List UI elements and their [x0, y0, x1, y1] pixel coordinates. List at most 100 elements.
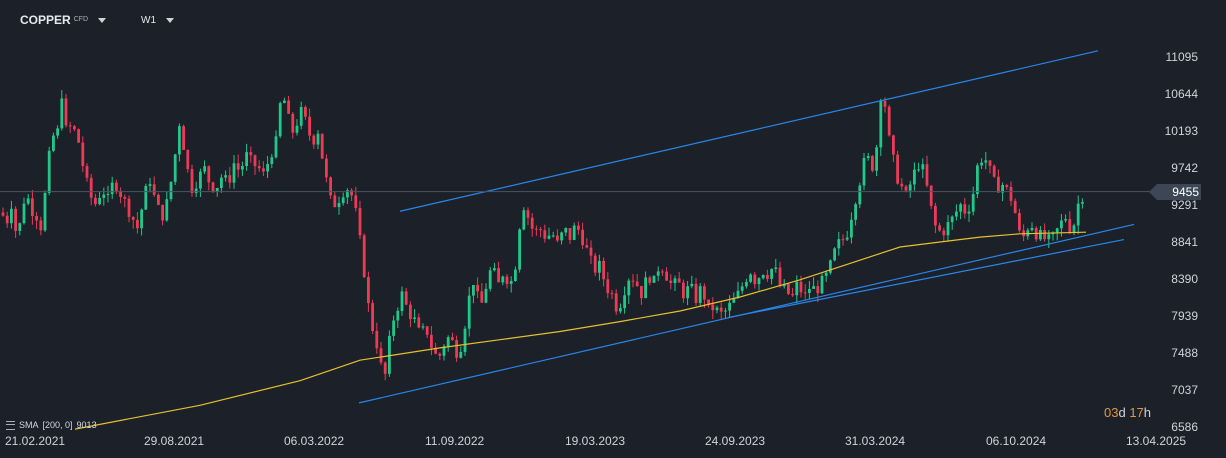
symbol-dropdown-icon[interactable] [98, 17, 107, 23]
candle-down [430, 334, 433, 348]
candle-down [535, 228, 538, 230]
candle-down [425, 326, 429, 335]
candle-up [917, 169, 920, 171]
candle-up [572, 225, 576, 240]
candle-up [829, 260, 832, 273]
candle-down [497, 268, 500, 283]
candle-down [707, 299, 710, 305]
candle-up [467, 295, 471, 329]
candle-down [94, 197, 97, 205]
candle-up [770, 268, 773, 279]
candle-up [245, 152, 248, 167]
candle-up [598, 260, 601, 273]
candle-down [526, 210, 530, 218]
candle-down [228, 175, 232, 183]
indicator-legend[interactable]: SMA [200, 0] 9013 [6, 420, 97, 430]
candle-up [1055, 228, 1059, 233]
candle-down [379, 348, 383, 363]
candle-up [955, 211, 958, 217]
candle-down [39, 220, 43, 231]
candle-up [144, 185, 148, 210]
candle-up [47, 150, 51, 194]
candle-down [631, 280, 635, 282]
countdown-hours-unit: h [1143, 405, 1152, 420]
candle-up [232, 163, 236, 183]
candle-down [871, 156, 874, 171]
candle-up [879, 100, 883, 148]
candle-down [711, 304, 715, 311]
candle-up [808, 288, 811, 293]
candle-up [1064, 219, 1067, 221]
candle-up [715, 307, 719, 311]
candle-up [22, 203, 26, 224]
candle-up [950, 216, 954, 223]
candles [1, 90, 1084, 381]
x-tick-label: 24.09.2023 [705, 434, 766, 448]
candle-down [841, 239, 845, 241]
x-tick-label: 31.03.2024 [845, 434, 906, 448]
candle-up [1039, 229, 1042, 240]
indicator-menu-icon[interactable] [6, 420, 15, 430]
candle-down [1068, 219, 1072, 233]
symbol-selector[interactable]: COPPER CFD [20, 12, 107, 28]
candle-down [182, 126, 185, 150]
candle-up [774, 267, 778, 269]
candle-down [719, 307, 723, 312]
candle-down [249, 152, 253, 156]
candle-up [341, 197, 345, 204]
candle-up [514, 269, 517, 282]
candle-up [732, 297, 736, 303]
trendlines[interactable] [358, 50, 1135, 404]
candle-down [606, 279, 610, 294]
timeframe-selector[interactable]: W1 [141, 12, 174, 28]
candle-down [934, 205, 937, 226]
candle-down [257, 166, 261, 169]
candle-down [787, 283, 790, 294]
candle-down [682, 282, 685, 299]
candle-down [694, 283, 698, 303]
candle-up [980, 162, 983, 166]
x-tick-label: 19.03.2023 [565, 434, 626, 448]
candle-up [10, 208, 13, 224]
candle-down [1005, 184, 1009, 187]
candle-up [442, 346, 446, 356]
symbol-suffix: CFD [73, 15, 89, 23]
candle-up [1060, 220, 1063, 229]
candle-down [900, 183, 904, 187]
timeframe-dropdown-icon[interactable] [166, 17, 174, 23]
candle-down [127, 198, 131, 217]
candle-down [648, 277, 652, 283]
candle-up [850, 219, 853, 238]
candle-up [740, 286, 744, 291]
candle-up [652, 275, 656, 283]
candle-down [753, 274, 757, 285]
candle-up [52, 135, 55, 151]
candle-down [665, 271, 668, 281]
candle-up [673, 278, 677, 284]
candle-up [43, 193, 47, 231]
candle-down [778, 267, 782, 287]
candle-up [564, 227, 568, 233]
candle-up [518, 229, 521, 270]
candle-down [68, 125, 72, 127]
candle-up [560, 232, 563, 241]
candle-up [959, 204, 962, 212]
countdown-days-unit: d [1118, 405, 1126, 420]
candle-down [31, 198, 34, 216]
candle-up [169, 181, 173, 200]
indicator-params: [200, 0] [42, 420, 73, 430]
y-tick-label: 7488 [1171, 345, 1198, 360]
candle-down [409, 304, 412, 319]
candle-down [14, 208, 17, 231]
candle-down [211, 182, 215, 192]
candle-up [1081, 202, 1084, 204]
candle-down [929, 185, 933, 206]
candle-up [509, 281, 513, 284]
candle-down [938, 225, 941, 231]
candle-up [472, 284, 475, 296]
candle-down [669, 280, 673, 284]
x-tick-label: 13.04.2025 [1126, 434, 1187, 448]
candle-down [417, 317, 421, 328]
candle-up [56, 128, 59, 136]
